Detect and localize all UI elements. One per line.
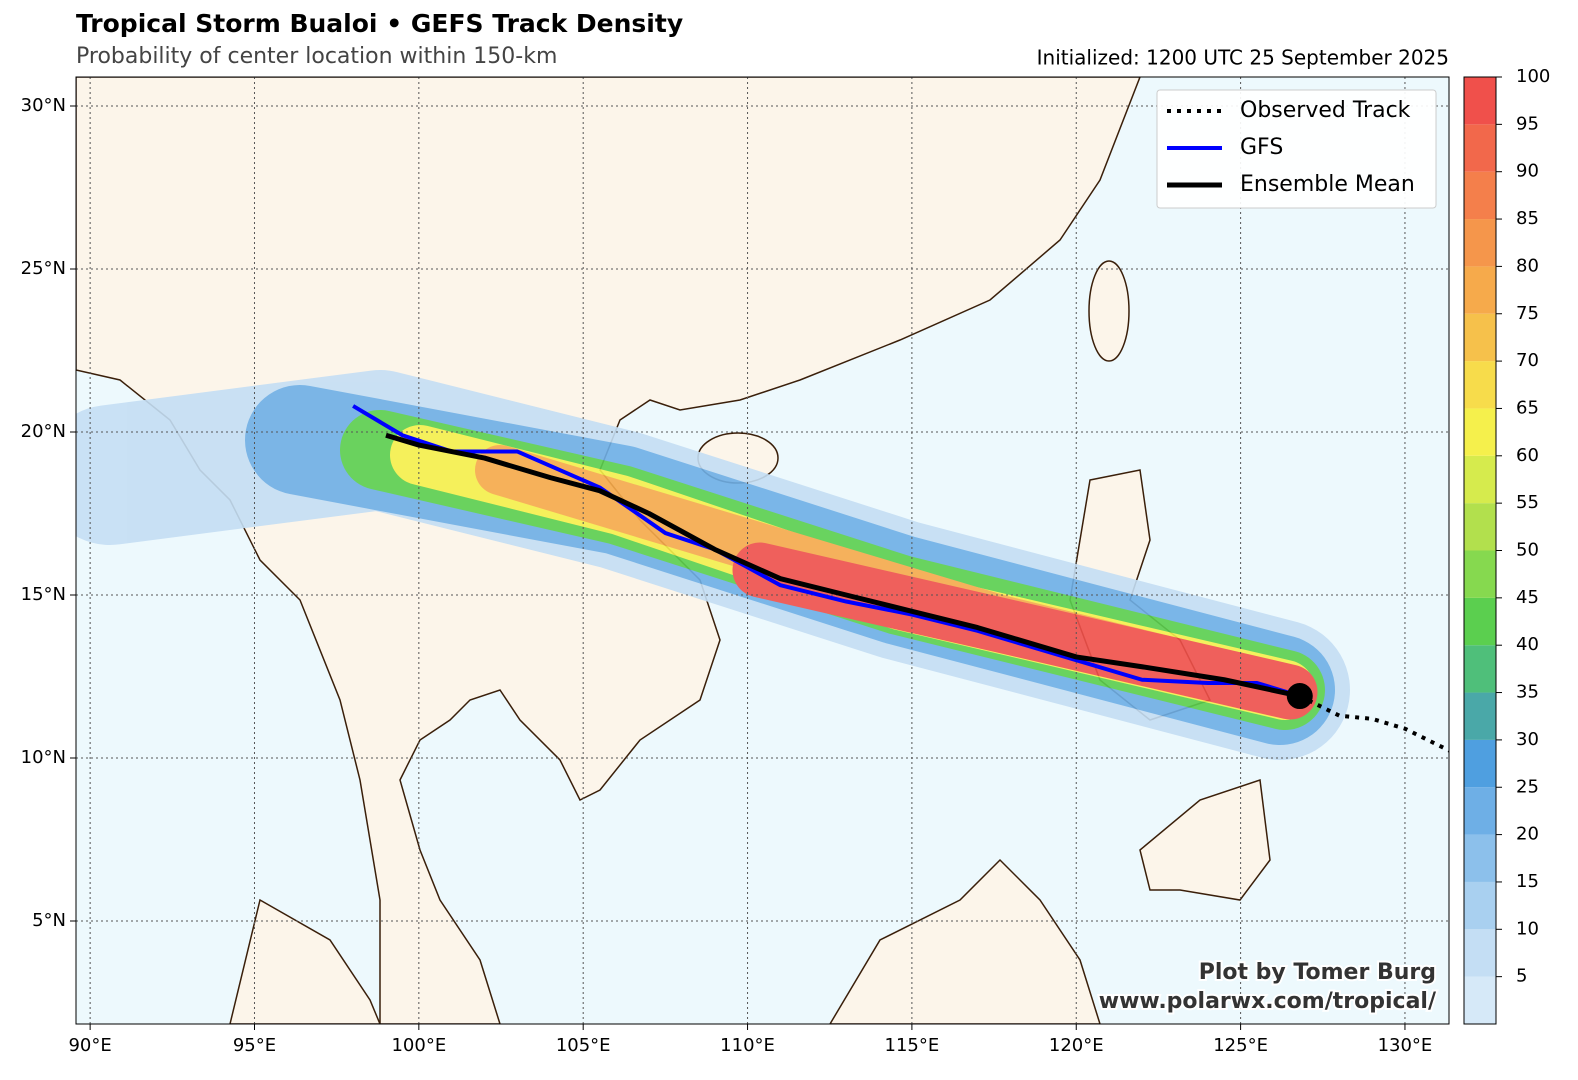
colorbar-bin bbox=[1464, 597, 1496, 646]
colorbar-label: 45 bbox=[1516, 587, 1539, 608]
colorbar-bin bbox=[1464, 739, 1496, 788]
legend-label: Ensemble Mean bbox=[1240, 172, 1415, 197]
y-tick-label: 30°N bbox=[21, 95, 66, 116]
colorbar-label: 50 bbox=[1516, 540, 1539, 561]
colorbar-label: 60 bbox=[1516, 445, 1539, 466]
colorbar-bin bbox=[1464, 692, 1496, 740]
colorbar-bin bbox=[1464, 171, 1496, 220]
map-frame bbox=[75, 76, 1450, 1025]
colorbar: 5 10 15 20 25 30 35 40 45 50 55 60 65 70 75 80 85 90 95 100 bbox=[1463, 66, 1550, 1025]
legend-label: Observed Track bbox=[1240, 98, 1411, 123]
credit: Plot by Tomer Burg www.polarwx.com/tropi… bbox=[1097, 958, 1439, 1016]
colorbar-label: 75 bbox=[1516, 303, 1539, 324]
credit-line: Plot by Tomer Burg bbox=[1199, 960, 1436, 985]
credit-line: www.polarwx.com/tropical/ bbox=[1099, 989, 1437, 1014]
legend-box bbox=[1156, 89, 1437, 209]
grid bbox=[76, 77, 1449, 1024]
tracks bbox=[352, 404, 1449, 753]
y-tick-label: 25°N bbox=[21, 258, 66, 279]
colorbar-label: 55 bbox=[1516, 492, 1539, 513]
x-tick-label: 90°E bbox=[68, 1035, 111, 1056]
y-tick-label: 15°N bbox=[21, 584, 66, 605]
colorbar-bin bbox=[1464, 787, 1496, 835]
colorbar-bin bbox=[1464, 834, 1496, 882]
colorbar-label: 20 bbox=[1516, 824, 1539, 845]
legend-label: GFS bbox=[1240, 135, 1283, 160]
colorbar-label: 5 bbox=[1516, 966, 1527, 987]
colorbar-label: 35 bbox=[1516, 682, 1539, 703]
subtitle: Probability of center location within 15… bbox=[76, 44, 557, 69]
colorbar-label: 90 bbox=[1516, 161, 1539, 182]
colorbar-label: 40 bbox=[1516, 634, 1539, 655]
y-tick-label: 20°N bbox=[21, 421, 66, 442]
colorbar-bin bbox=[1464, 124, 1496, 172]
init-time: Initialized: 1200 UTC 25 September 2025 bbox=[1037, 46, 1449, 70]
colorbar-bin bbox=[1464, 645, 1496, 693]
colorbar-bin bbox=[1464, 550, 1496, 598]
colorbar-label: 70 bbox=[1516, 350, 1539, 371]
colorbar-label: 25 bbox=[1516, 776, 1539, 797]
colorbar-bin bbox=[1464, 408, 1496, 456]
colorbar-label: 80 bbox=[1516, 255, 1539, 276]
colorbar-label: 30 bbox=[1516, 729, 1539, 750]
track-line bbox=[385, 432, 1301, 699]
x-tick-label: 95°E bbox=[233, 1035, 276, 1056]
title: Tropical Storm Bualoi • GEFS Track Densi… bbox=[76, 9, 683, 38]
current-position bbox=[1286, 683, 1313, 710]
map-area bbox=[76, 77, 1449, 1024]
colorbar-bin bbox=[1464, 266, 1496, 314]
track-line bbox=[352, 404, 1301, 698]
x-tick-label: 105°E bbox=[556, 1035, 611, 1056]
legend: Observed Track GFS Ensemble Mean bbox=[1156, 89, 1437, 209]
track-line bbox=[1298, 694, 1449, 753]
x-tick-label: 110°E bbox=[720, 1035, 775, 1056]
x-tick-label: 115°E bbox=[885, 1035, 940, 1056]
x-tick-label: 130°E bbox=[1378, 1035, 1433, 1056]
y-tick-label: 5°N bbox=[32, 910, 66, 931]
x-tick-label: 100°E bbox=[391, 1035, 446, 1056]
colorbar-label: 85 bbox=[1516, 208, 1539, 229]
colorbar-bin bbox=[1464, 313, 1496, 362]
colorbar-label: 65 bbox=[1516, 397, 1539, 418]
x-tick-label: 120°E bbox=[1049, 1035, 1104, 1056]
colorbar-bin bbox=[1464, 881, 1496, 930]
colorbar-label: 15 bbox=[1516, 871, 1539, 892]
colorbar-bin bbox=[1464, 455, 1496, 504]
colorbar-label: 95 bbox=[1516, 113, 1539, 134]
x-tick-label: 125°E bbox=[1213, 1035, 1268, 1056]
colorbar-bin bbox=[1464, 77, 1496, 125]
y-tick-label: 10°N bbox=[21, 747, 66, 768]
colorbar-label: 100 bbox=[1516, 66, 1550, 87]
colorbar-bin bbox=[1464, 361, 1496, 409]
colorbar-bin bbox=[1464, 976, 1496, 1024]
colorbar-bin bbox=[1464, 503, 1496, 551]
colorbar-bin bbox=[1464, 219, 1496, 267]
colorbar-bin bbox=[1464, 929, 1496, 977]
axis-ticks: 90°E 95°E 100°E 105°E 110°E 115°E 120°E 125°E 13… bbox=[21, 95, 1433, 1056]
colorbar-label: 10 bbox=[1516, 918, 1539, 939]
